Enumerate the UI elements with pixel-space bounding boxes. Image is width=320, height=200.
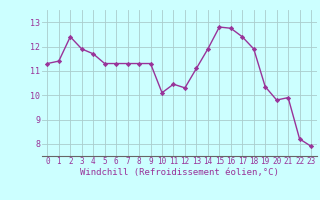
X-axis label: Windchill (Refroidissement éolien,°C): Windchill (Refroidissement éolien,°C): [80, 168, 279, 177]
